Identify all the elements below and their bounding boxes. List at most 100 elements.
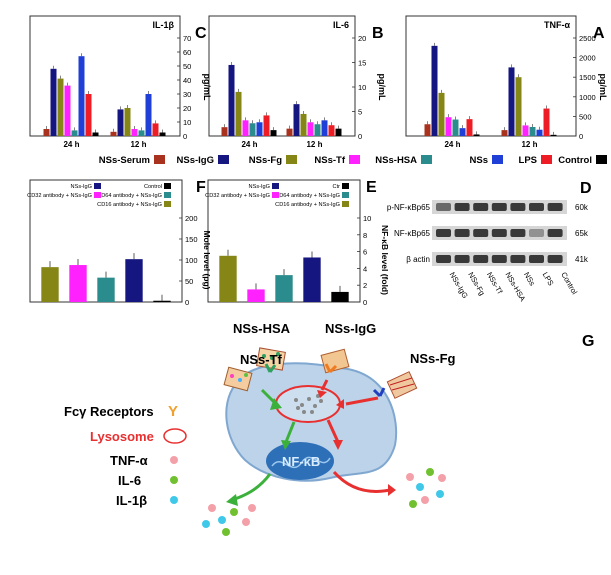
blot-band <box>547 203 563 211</box>
panel-letter-g: G <box>582 333 594 350</box>
legend-swatch <box>164 201 171 207</box>
arrow-igg-to-lysosome <box>320 379 329 391</box>
bar <box>307 122 314 136</box>
blot-row-label: p-NF-κBp65 <box>387 203 431 212</box>
nanosheet-fg-icon <box>372 371 418 399</box>
bar <box>275 275 293 302</box>
legend-label: CD32 antibody + NSs-IgG <box>205 193 270 199</box>
y-tick-label: 1500 <box>579 73 596 82</box>
blot-band <box>454 203 470 211</box>
blot-row-label: NF-κBp65 <box>394 229 431 238</box>
bar <box>293 104 300 136</box>
blot-band <box>436 255 451 263</box>
blot-band <box>529 229 544 237</box>
legend-label: Control <box>144 184 162 190</box>
bar <box>125 259 143 302</box>
bar <box>85 94 92 136</box>
arrow-nucleus-out-green <box>231 473 272 502</box>
bar <box>473 134 480 136</box>
blot-band <box>473 255 489 263</box>
bar <box>328 125 335 136</box>
panel-F: F 0 50 100 150 200 Mole level (pg) Control NSs-… <box>27 179 212 307</box>
key-lysosome: Lysosome <box>90 429 154 444</box>
panel-letter-d: D <box>580 180 592 197</box>
y-tick-label: 0 <box>358 132 362 141</box>
legend-swatch <box>421 155 432 164</box>
arrow-lysosome-to-nucleus-green <box>284 421 296 443</box>
bar <box>508 67 515 136</box>
label-nss-fg: NSs-Fg <box>410 351 456 366</box>
legend-label: NSs-Fg <box>249 155 282 166</box>
bar <box>466 119 473 136</box>
blot-kda-label: 65k <box>575 229 589 238</box>
blot-band <box>436 229 451 237</box>
panel-G: G NF-κB <box>64 321 594 536</box>
y-tick-label: 60 <box>183 48 191 57</box>
y-tick-label: 20 <box>358 34 366 43</box>
y-tick-label: 0 <box>579 132 583 141</box>
blot-band <box>454 229 470 237</box>
legend-swatch <box>154 155 165 164</box>
legend-swatch <box>342 201 349 207</box>
bar <box>431 45 438 137</box>
category-label: 24 h <box>241 140 257 149</box>
y-tick-label: 15 <box>358 59 366 68</box>
bar <box>303 257 321 302</box>
chart-title: IL-1β <box>153 20 175 30</box>
blot-row-label: β actin <box>406 255 430 264</box>
category-label: 24 h <box>444 140 460 149</box>
blot-band <box>454 255 470 263</box>
legend-swatch <box>286 155 297 164</box>
y-tick-label: 10 <box>358 83 366 92</box>
y-tick-label: 8 <box>363 231 367 240</box>
legend-swatch <box>349 155 360 164</box>
bar <box>228 64 235 136</box>
y-tick-label: 50 <box>185 277 193 286</box>
bar <box>92 132 99 136</box>
arrowhead-red-out <box>388 484 396 496</box>
arrowhead-green-out <box>226 494 238 506</box>
y-tick-label: 1000 <box>579 93 596 102</box>
bar <box>314 124 321 136</box>
legend-label: NSs-Serum <box>99 155 150 166</box>
bar <box>300 113 307 136</box>
blot-band <box>547 229 563 237</box>
legend-swatch <box>342 192 349 198</box>
il1b-key-icon <box>170 496 178 504</box>
bar <box>64 85 71 136</box>
bar <box>452 119 459 136</box>
bar <box>529 126 536 136</box>
blot-band <box>547 255 563 263</box>
bar <box>522 125 529 136</box>
nanosheet-tf-icon <box>223 366 253 392</box>
y-axis-label: Mole level (pg) <box>202 230 212 289</box>
legend-swatch <box>492 155 503 164</box>
category-label: 12 h <box>306 140 322 149</box>
y-tick-label: 0 <box>185 298 189 307</box>
y-axis-label: pg/mL <box>377 74 387 101</box>
bar <box>145 94 152 136</box>
panel-letter-b: B <box>372 25 384 42</box>
nucleus <box>266 442 334 480</box>
panel-A: A 0 500 1000 1500 2000 2500 pg/mL TNF-α 12 h 24 h <box>405 15 608 149</box>
lysosome <box>275 385 341 423</box>
blot-band <box>529 255 544 263</box>
legend-label: CD32 antibody + NSs-IgG <box>27 193 92 199</box>
bar <box>286 128 293 136</box>
blot-band <box>436 203 451 211</box>
blot-band <box>510 203 526 211</box>
bar <box>152 123 159 136</box>
blot-band <box>491 203 507 211</box>
key-fc-receptors: Fcγ Receptors <box>64 404 154 419</box>
y-tick-label: 4 <box>363 264 367 273</box>
bar <box>263 115 270 136</box>
bar <box>331 291 349 302</box>
legend-swatch <box>94 183 101 189</box>
bar <box>57 78 64 136</box>
legend-label: CD64 antibody + NSs-IgG <box>97 193 162 199</box>
legend-label: NSs-IgG <box>249 184 270 190</box>
bar <box>43 129 50 136</box>
legend-swatch <box>541 155 552 164</box>
panel-B: B 0 5 10 15 20 pg/mL IL-6 12 h 24 h <box>208 15 387 149</box>
y-tick-label: 0 <box>183 132 187 141</box>
